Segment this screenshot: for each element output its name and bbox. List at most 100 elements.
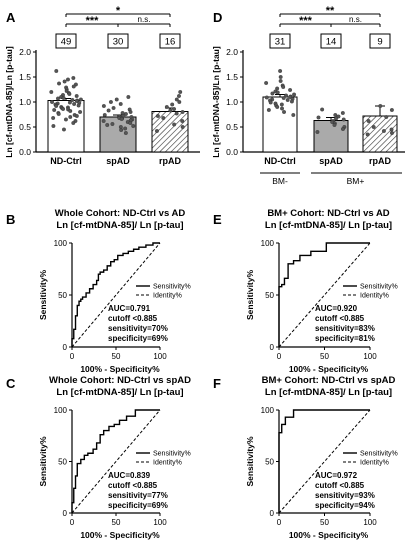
x-tick-label: 100 — [363, 518, 377, 527]
x-tick-label: 0 — [70, 352, 75, 361]
y-tick-label: 50 — [265, 458, 274, 467]
y-tick-label: 2.0 — [226, 47, 238, 57]
panel-letter-e: E — [213, 212, 222, 227]
data-point — [270, 91, 275, 96]
data-point — [128, 121, 133, 125]
panel-letter-d: D — [213, 10, 222, 25]
stats-text: AUC=0.839 — [108, 471, 151, 480]
category-label: spAD — [319, 156, 343, 166]
y-tick-label: 0 — [63, 343, 68, 352]
data-point — [366, 119, 371, 123]
stats-text: cutoff <0.885 — [108, 314, 158, 323]
stats-text: specificity=81% — [315, 334, 375, 343]
data-point — [280, 106, 284, 111]
y-axis-label: Sensitivity% — [245, 270, 255, 321]
data-point — [71, 121, 76, 125]
x-tick-label: 50 — [112, 518, 121, 527]
data-point — [111, 106, 116, 110]
data-point — [61, 96, 66, 100]
data-point — [78, 110, 83, 114]
data-point — [108, 100, 113, 104]
y-tick-label: 50 — [265, 291, 274, 300]
category-label: spAD — [106, 156, 130, 166]
y-tick-label: 0 — [270, 509, 275, 518]
chart-title: Ln [cf-mtDNA-85]/ Ln [p-tau] — [265, 220, 392, 231]
data-point — [56, 112, 61, 116]
data-point — [68, 115, 73, 119]
n-box — [369, 33, 391, 49]
data-point — [68, 109, 73, 113]
y-axis-label: Sensitivity% — [38, 436, 48, 487]
data-point — [70, 98, 75, 102]
roc-curve — [278, 409, 370, 513]
y-axis-label: Ln [cf-mtDNA-85]/Ln [p-tau] — [4, 46, 14, 158]
category-label: rpAD — [159, 156, 181, 166]
y-tick-label: 0.0 — [19, 147, 31, 157]
x-tick-label: 0 — [70, 518, 75, 527]
legend-label: Sensitivity% — [360, 451, 398, 458]
data-point — [288, 88, 293, 92]
x-tick-label: 50 — [320, 352, 329, 361]
data-point — [390, 131, 394, 135]
data-point — [177, 94, 181, 98]
data-point — [101, 119, 106, 123]
n-label: 14 — [326, 37, 337, 48]
data-point — [62, 127, 66, 132]
data-point — [341, 127, 345, 131]
chart-title: Whole Cohort: ND-Ctrl vs spAD — [49, 375, 191, 386]
x-tick-label: 0 — [277, 352, 282, 361]
data-point — [56, 96, 60, 101]
identity-line — [278, 409, 371, 514]
data-point — [101, 104, 106, 108]
sig-label: *** — [86, 15, 100, 27]
stats-text: cutoff <0.885 — [315, 314, 365, 323]
chart-title: BM+ Cohort: ND-Ctrl vs AD — [267, 208, 389, 219]
data-point — [78, 97, 83, 102]
n-box — [320, 33, 342, 49]
bar — [262, 96, 298, 153]
n-label: 30 — [113, 37, 124, 48]
identity-line — [71, 242, 161, 348]
y-tick-label: 1.5 — [19, 72, 31, 82]
data-point — [72, 102, 77, 106]
data-point — [334, 116, 339, 121]
x-tick-label: 50 — [112, 352, 121, 361]
stats-text: specificity=69% — [108, 501, 168, 510]
identity-line — [71, 409, 161, 514]
data-point — [282, 110, 286, 114]
stats-text: AUC=0.791 — [108, 304, 151, 313]
y-tick-label: 100 — [54, 406, 68, 415]
data-point — [285, 98, 290, 102]
data-point — [320, 107, 325, 112]
data-point — [57, 81, 61, 86]
x-tick-label: 100 — [153, 352, 167, 361]
data-point — [275, 105, 280, 109]
bar — [47, 100, 85, 153]
stats-text: AUC=0.920 — [315, 304, 358, 313]
data-point — [161, 116, 166, 120]
data-point — [378, 104, 383, 108]
sig-label: *** — [299, 15, 313, 27]
data-point — [264, 81, 269, 85]
data-point — [275, 90, 280, 95]
y-tick-label: 1.0 — [19, 97, 31, 107]
n-label: 9 — [377, 37, 382, 48]
data-point — [168, 108, 173, 113]
stats-text: specificity=69% — [108, 334, 168, 343]
data-point — [52, 108, 57, 112]
x-axis-label: 100% - Specificity% — [289, 364, 369, 374]
roc-curve — [71, 409, 160, 513]
n-box — [269, 33, 291, 49]
y-tick-label: 0 — [270, 343, 275, 352]
y-tick-label: 100 — [261, 239, 275, 248]
data-point — [51, 116, 56, 120]
chart-title: BM+ Cohort: ND-Ctrl vs spAD — [262, 375, 396, 386]
data-point — [177, 100, 182, 104]
data-point — [126, 95, 131, 99]
n-box — [107, 33, 129, 49]
chart-title: Whole Cohort: ND-Ctrl vs AD — [55, 208, 186, 219]
data-point — [278, 75, 283, 79]
